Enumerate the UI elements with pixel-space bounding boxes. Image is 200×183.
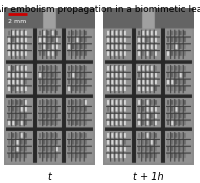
Text: t: t bbox=[47, 172, 51, 182]
Text: Air embolism propagation in a biomimetic leaf: Air embolism propagation in a biomimetic… bbox=[0, 5, 200, 14]
Text: t + 1h: t + 1h bbox=[133, 172, 164, 182]
Text: 2 mm: 2 mm bbox=[8, 19, 26, 24]
